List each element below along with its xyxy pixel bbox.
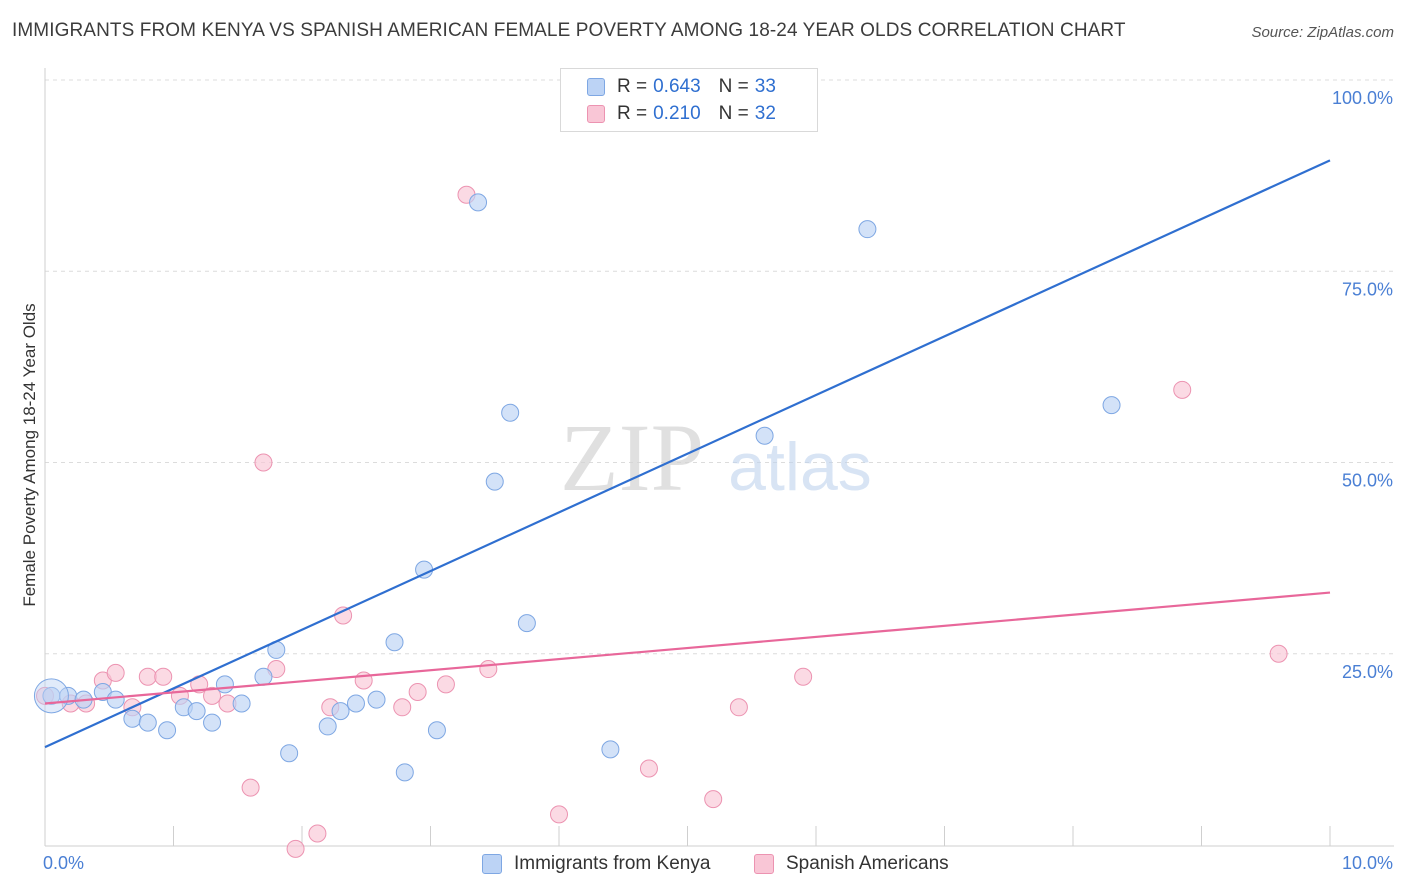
data-point-kenya — [123, 709, 142, 728]
y-tick-label: 50.0% — [1342, 471, 1393, 491]
data-point-kenya — [232, 694, 251, 713]
source-credit: Source: ZipAtlas.com — [1251, 24, 1394, 41]
data-point-kenya — [106, 690, 125, 709]
legend-swatch-pink — [587, 105, 605, 123]
legend-r-label: R = — [617, 76, 648, 97]
data-point-spanish-americans — [436, 675, 455, 694]
data-point-kenya — [346, 694, 365, 713]
data-point-spanish-americans — [203, 686, 222, 705]
data-point-kenya — [138, 713, 157, 732]
axes — [44, 68, 1394, 847]
data-point-spanish-americans — [154, 667, 173, 686]
trendline-spanish-americans — [44, 591, 1331, 705]
x-tick-label: 0.0% — [43, 853, 84, 873]
data-point-spanish-americans — [241, 778, 260, 797]
watermark: ZIP atlas — [560, 404, 872, 511]
data-point-kenya — [158, 721, 177, 740]
data-point-kenya — [187, 702, 206, 721]
legend-n-label: N = — [718, 76, 749, 97]
data-point-spanish-americans — [704, 790, 723, 809]
data-point-spanish-americans — [794, 667, 813, 686]
data-point-spanish-americans — [334, 606, 353, 625]
data-point-kenya — [1102, 396, 1121, 415]
data-point-spanish-americans — [393, 698, 412, 717]
y-tick-label: 100.0% — [1332, 88, 1393, 108]
y-tick-label: 25.0% — [1342, 662, 1393, 682]
data-point-spanish-americans — [308, 824, 327, 843]
legend-row-spanish: R = 0.210 N = 32 — [587, 102, 776, 126]
legend-r-value: 0.210 — [653, 103, 701, 124]
data-point-kenya — [395, 763, 414, 782]
data-point-kenya — [203, 713, 222, 732]
data-point-spanish-americans — [286, 839, 305, 858]
data-point-kenya — [331, 702, 350, 721]
legend-n-value: 33 — [754, 76, 776, 97]
series-spanish-americans-points — [36, 185, 1288, 858]
data-point-spanish-americans — [729, 698, 748, 717]
legend-n-label: N = — [718, 103, 749, 124]
data-point-kenya-cluster — [33, 678, 69, 714]
legend-row-kenya: R = 0.643 N = 33 — [587, 75, 776, 99]
data-point-kenya — [318, 717, 337, 736]
data-point-kenya — [280, 744, 299, 763]
data-point-spanish-americans — [1269, 644, 1288, 663]
data-point-spanish-americans — [639, 759, 658, 778]
data-point-spanish-americans — [479, 660, 498, 679]
data-point-kenya — [469, 193, 488, 212]
trendline-kenya — [44, 159, 1331, 749]
watermark-zip: ZIP — [560, 404, 704, 511]
legend-item-spanish[interactable]: Spanish Americans — [754, 852, 949, 876]
x-tick-label: 10.0% — [1342, 853, 1393, 873]
legend-swatch-blue — [587, 78, 605, 96]
legend-n-value: 32 — [754, 103, 776, 124]
trend-lines — [44, 159, 1331, 749]
data-point-spanish-americans — [254, 453, 273, 472]
data-point-kenya — [215, 675, 234, 694]
data-point-kenya — [501, 403, 520, 422]
data-point-spanish-americans — [138, 667, 157, 686]
correlation-legend: R = 0.643 N = 33 R = 0.210 N = 32 — [560, 68, 818, 132]
data-point-kenya — [427, 721, 446, 740]
data-point-kenya — [385, 633, 404, 652]
data-point-kenya — [755, 426, 774, 445]
legend-label-kenya: Immigrants from Kenya — [514, 853, 711, 874]
legend-item-kenya[interactable]: Immigrants from Kenya — [482, 852, 710, 876]
data-point-spanish-americans — [408, 683, 427, 701]
data-point-kenya — [485, 472, 504, 491]
grid-lines — [45, 79, 1394, 655]
data-point-spanish-americans — [550, 805, 568, 824]
data-point-spanish-americans — [106, 663, 125, 682]
tick-labels: 25.0% 50.0% 75.0% 100.0% 0.0% 10.0% — [43, 88, 1393, 873]
legend-label-spanish: Spanish Americans — [786, 853, 949, 874]
data-point-spanish-americans — [1173, 380, 1192, 399]
data-point-kenya — [517, 614, 536, 633]
data-point-kenya — [858, 220, 877, 239]
data-point-kenya — [254, 667, 273, 686]
data-point-kenya — [367, 690, 386, 709]
data-point-kenya — [601, 740, 620, 759]
legend-r-label: R = — [617, 103, 648, 124]
y-tick-label: 75.0% — [1342, 279, 1393, 299]
legend-swatch-blue — [482, 854, 502, 874]
legend-r-value: 0.643 — [653, 76, 701, 97]
chart-title: IMMIGRANTS FROM KENYA VS SPANISH AMERICA… — [12, 20, 1126, 41]
watermark-atlas: atlas — [728, 429, 872, 505]
legend-swatch-pink — [754, 854, 774, 874]
